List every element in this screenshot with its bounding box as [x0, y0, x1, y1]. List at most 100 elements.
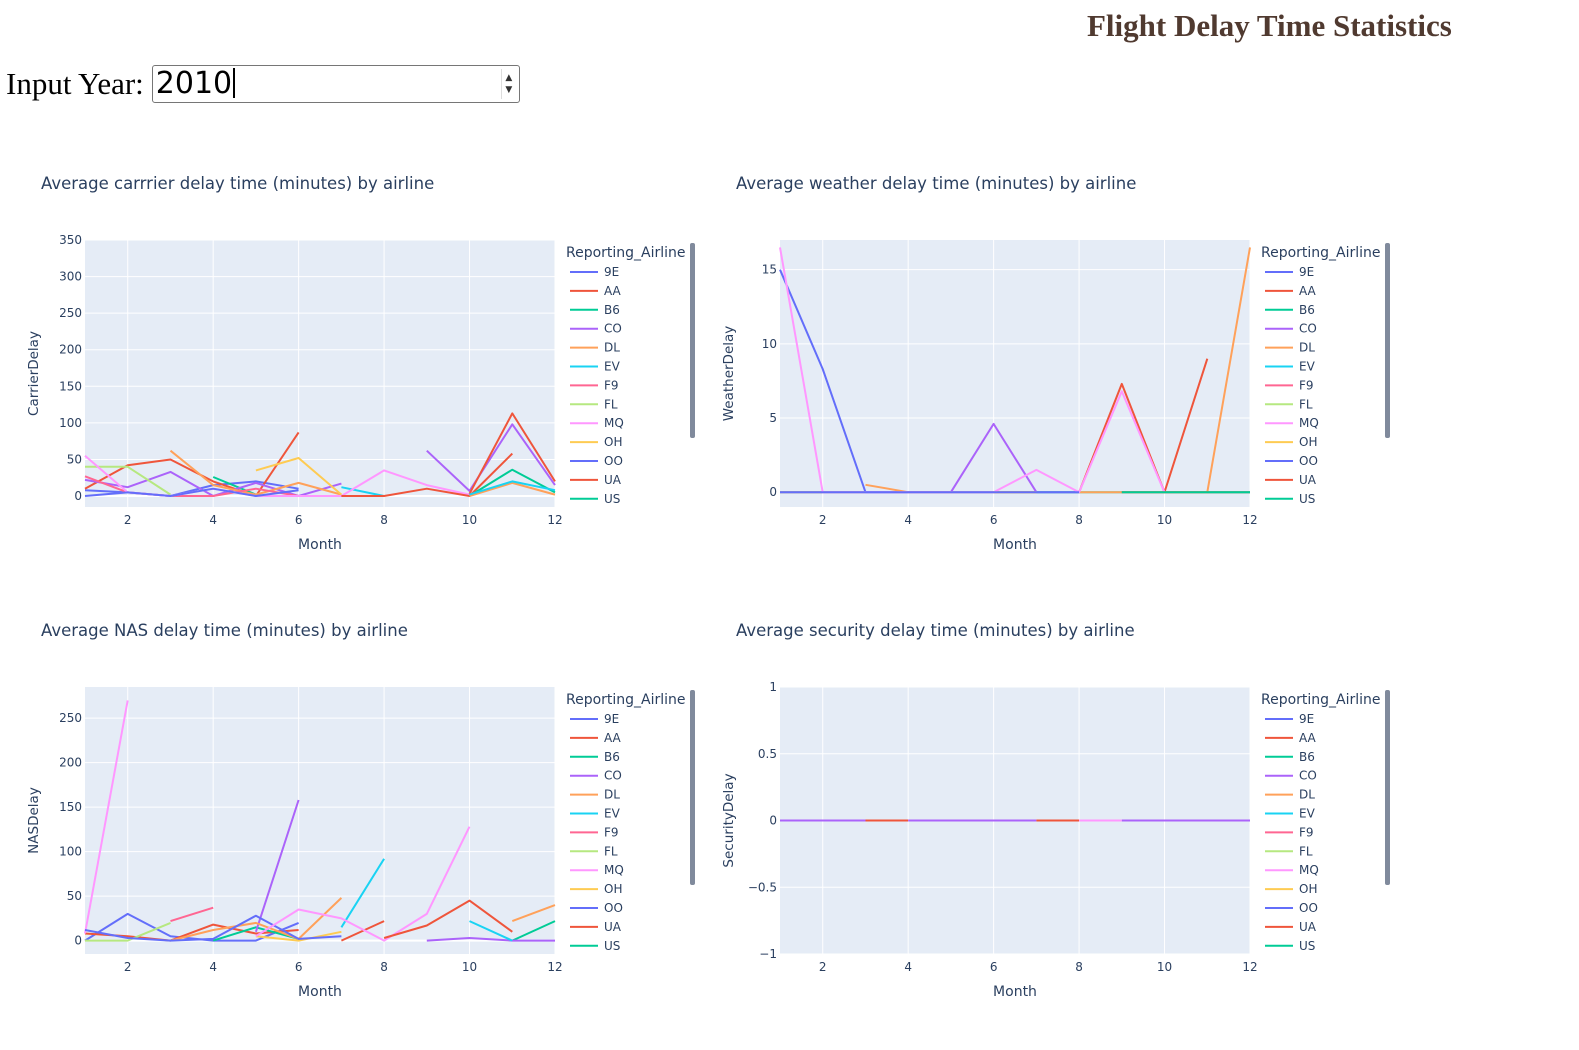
- legend-item-f9[interactable]: F9: [1265, 378, 1314, 392]
- series-line-f9: [84, 475, 299, 497]
- legend-item-f9[interactable]: F9: [570, 825, 619, 839]
- series-line-mq: [255, 826, 471, 942]
- legend-item-f9[interactable]: F9: [1265, 825, 1314, 839]
- legend-item-us[interactable]: US: [1265, 492, 1315, 506]
- series-line-us: [468, 468, 556, 497]
- x-tick-label: 8: [1075, 960, 1083, 974]
- series-line-oh: [255, 457, 343, 496]
- x-tick-label: 12: [547, 960, 562, 974]
- legend-item-fl[interactable]: FL: [570, 397, 618, 411]
- legend-item-b6[interactable]: B6: [570, 303, 620, 317]
- series-line-ev: [469, 480, 556, 496]
- legend-item-us[interactable]: US: [570, 492, 620, 506]
- legend-item-mq[interactable]: MQ: [570, 863, 624, 877]
- legend-item-9e[interactable]: 9E: [1265, 712, 1314, 726]
- legend-label: UA: [1299, 920, 1317, 934]
- chart-title: Average security delay time (minutes) by…: [736, 621, 1135, 640]
- legend-item-co[interactable]: CO: [570, 769, 622, 783]
- legend-item-oo[interactable]: OO: [570, 454, 623, 468]
- legend-item-co[interactable]: CO: [1265, 322, 1317, 336]
- legend-item-us[interactable]: US: [570, 939, 620, 953]
- legend-label: B6: [1299, 303, 1315, 317]
- legend-label: DL: [1299, 788, 1315, 802]
- legend-item-b6[interactable]: B6: [570, 750, 620, 764]
- chart-title: Average carrrier delay time (minutes) by…: [41, 174, 434, 193]
- legend-title: Reporting_Airline: [1261, 692, 1381, 708]
- x-tick-label: 10: [1157, 513, 1172, 527]
- legend-item-dl[interactable]: DL: [570, 788, 620, 802]
- legend-item-aa[interactable]: AA: [1265, 731, 1317, 745]
- spinner-up-icon[interactable]: ▲: [505, 73, 513, 83]
- legend-label: B6: [604, 750, 620, 764]
- legend-item-oo[interactable]: OO: [1265, 454, 1318, 468]
- legend-item-b6[interactable]: B6: [1265, 303, 1315, 317]
- year-input-value: 2010: [156, 67, 235, 101]
- legend-item-oo[interactable]: OO: [1265, 901, 1318, 915]
- legend-label: OH: [604, 435, 622, 449]
- legend-item-aa[interactable]: AA: [570, 731, 622, 745]
- y-tick-label: 10: [762, 337, 777, 351]
- legend-item-fl[interactable]: FL: [1265, 844, 1313, 858]
- legend-item-oh[interactable]: OH: [1265, 882, 1317, 896]
- page-title: Flight Delay Time Statistics: [1087, 8, 1452, 43]
- legend-label: B6: [604, 303, 620, 317]
- legend-item-f9[interactable]: F9: [570, 378, 619, 392]
- legend-item-ev[interactable]: EV: [1265, 360, 1316, 374]
- legend-scrollbar[interactable]: [1385, 690, 1390, 885]
- legend-item-fl[interactable]: FL: [570, 844, 618, 858]
- legend-item-9e[interactable]: 9E: [570, 712, 619, 726]
- legend-item-co[interactable]: CO: [570, 322, 622, 336]
- legend-label: AA: [1299, 284, 1317, 298]
- legend-item-ev[interactable]: EV: [570, 360, 621, 374]
- legend-item-oo[interactable]: OO: [570, 901, 623, 915]
- legend-item-fl[interactable]: FL: [1265, 397, 1313, 411]
- legend-item-b6[interactable]: B6: [1265, 750, 1315, 764]
- y-tick-label: 100: [59, 416, 82, 430]
- y-tick-label: 0: [769, 485, 777, 499]
- spinner-down-icon[interactable]: ▼: [505, 85, 513, 95]
- legend-item-ev[interactable]: EV: [570, 807, 621, 821]
- legend-title: Reporting_Airline: [566, 245, 686, 261]
- legend-label: UA: [604, 920, 622, 934]
- y-tick-label: 200: [59, 343, 82, 357]
- legend-item-mq[interactable]: MQ: [1265, 416, 1319, 430]
- series-line-us: [511, 920, 556, 942]
- series-line-dl: [169, 449, 342, 496]
- legend-item-mq[interactable]: MQ: [570, 416, 624, 430]
- legend-scrollbar[interactable]: [690, 243, 695, 438]
- legend-item-oh[interactable]: OH: [570, 435, 622, 449]
- x-tick-label: 6: [295, 960, 303, 974]
- legend-item-aa[interactable]: AA: [1265, 284, 1317, 298]
- legend-item-aa[interactable]: AA: [570, 284, 622, 298]
- legend-label: AA: [1299, 731, 1317, 745]
- legend-item-9e[interactable]: 9E: [1265, 265, 1314, 279]
- year-spinner[interactable]: ▲ ▼: [500, 69, 516, 99]
- legend-item-ua[interactable]: UA: [570, 920, 622, 934]
- legend-scrollbar[interactable]: [690, 690, 695, 885]
- legend-item-ua[interactable]: UA: [570, 473, 622, 487]
- legend-label: F9: [1299, 378, 1314, 392]
- weather-delay-chart: Average weather delay time (minutes) by …: [721, 174, 1390, 553]
- legend-item-co[interactable]: CO: [1265, 769, 1317, 783]
- legend-item-dl[interactable]: DL: [1265, 788, 1315, 802]
- y-tick-label: 0: [74, 489, 82, 503]
- year-input[interactable]: 2010 ▲ ▼: [151, 65, 520, 103]
- legend-item-ua[interactable]: UA: [1265, 473, 1317, 487]
- legend-item-oh[interactable]: OH: [570, 882, 622, 896]
- legend-item-us[interactable]: US: [1265, 939, 1315, 953]
- legend-item-oh[interactable]: OH: [1265, 435, 1317, 449]
- carrier-delay-chart: Average carrrier delay time (minutes) by…: [26, 174, 695, 553]
- legend-item-mq[interactable]: MQ: [1265, 863, 1319, 877]
- legend-item-ev[interactable]: EV: [1265, 807, 1316, 821]
- x-axis-title: Month: [993, 984, 1037, 1000]
- legend-label: MQ: [604, 863, 624, 877]
- legend-item-dl[interactable]: DL: [570, 341, 620, 355]
- legend-label: EV: [604, 360, 621, 374]
- x-axis-title: Month: [298, 984, 342, 1000]
- legend-item-9e[interactable]: 9E: [570, 265, 619, 279]
- legend-item-dl[interactable]: DL: [1265, 341, 1315, 355]
- legend-label: EV: [1299, 807, 1316, 821]
- series-line-f9: [170, 906, 214, 923]
- legend-scrollbar[interactable]: [1385, 243, 1390, 438]
- legend-item-ua[interactable]: UA: [1265, 920, 1317, 934]
